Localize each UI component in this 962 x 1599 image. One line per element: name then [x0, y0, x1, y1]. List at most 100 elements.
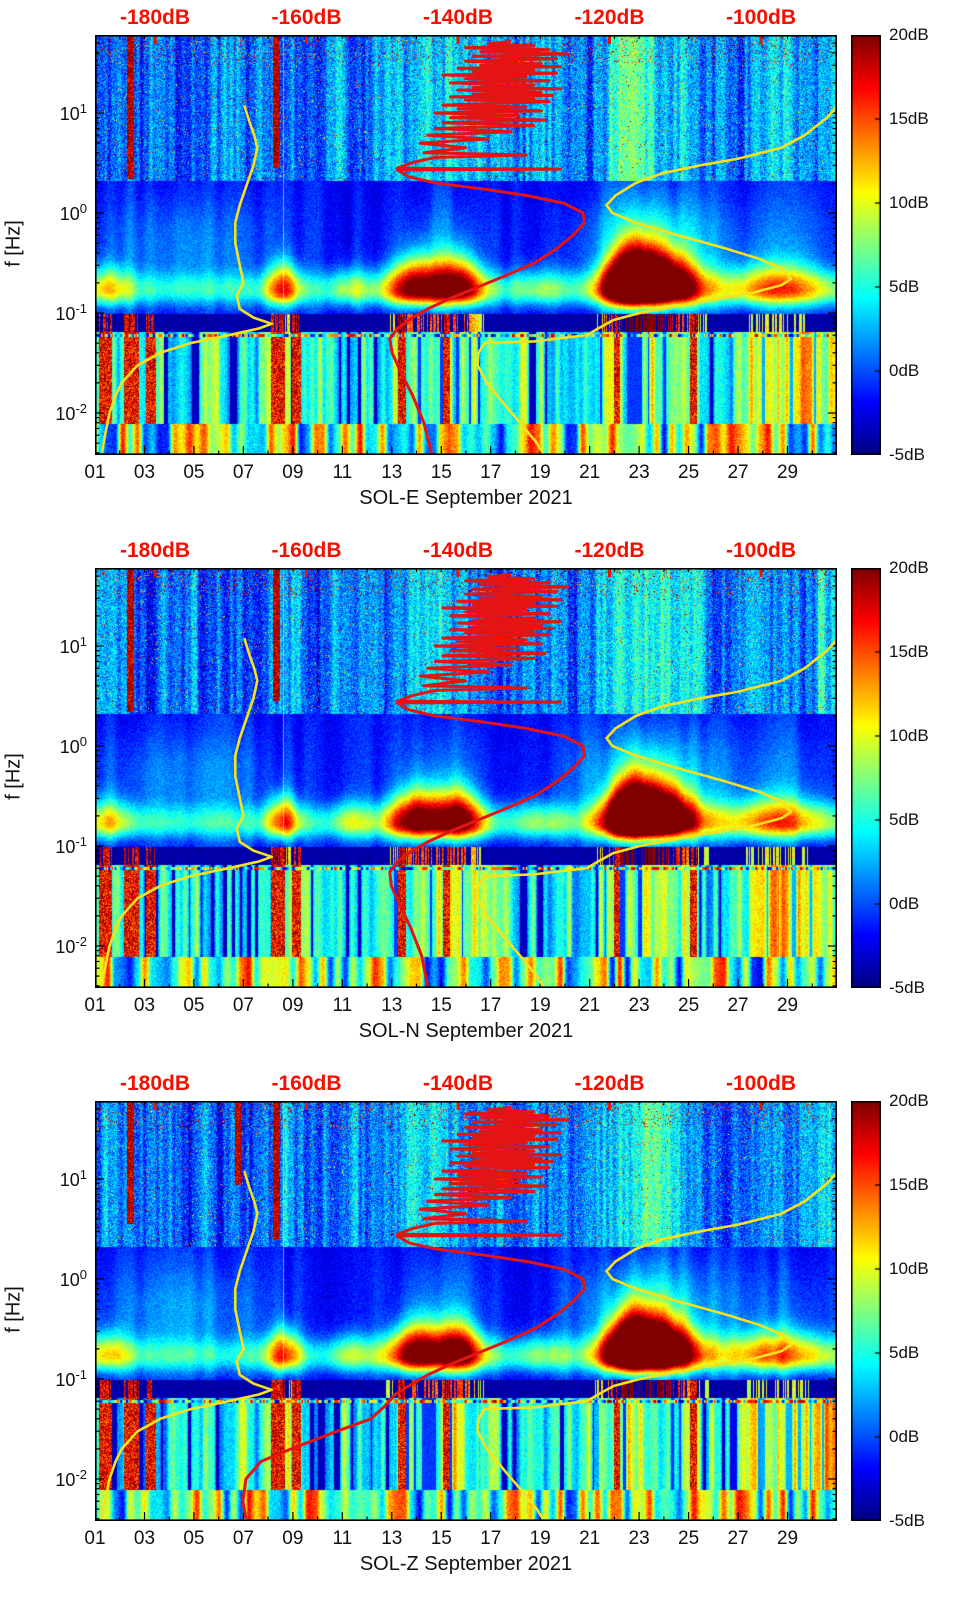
- y-tick-label: 10-1: [55, 301, 87, 324]
- colorbar-tick-label: 20dB: [889, 1091, 929, 1110]
- x-tick-label: 23: [628, 1528, 650, 1549]
- top-db-label: -100dB: [725, 6, 797, 29]
- colorbar-tick-label: 20dB: [889, 558, 929, 577]
- colorbar-tick-label: 5dB: [889, 810, 920, 829]
- top-db-label: -100dB: [725, 1072, 797, 1095]
- x-tick-label: 29: [776, 995, 799, 1016]
- x-tick-label: 19: [529, 462, 551, 483]
- x-tick-label: 27: [727, 1528, 749, 1549]
- plot-overlay: [95, 35, 837, 455]
- x-tick-label: 19: [529, 1528, 551, 1549]
- plot-overlay: [95, 568, 837, 988]
- x-tick-label: 03: [133, 995, 156, 1016]
- plot-overlay: [95, 1101, 837, 1521]
- top-db-label: -140dB: [422, 1072, 494, 1095]
- high-noise-model-curve: [476, 1170, 837, 1520]
- x-axis-title: SOL-E September 2021: [359, 487, 573, 509]
- x-tick-label: 09: [282, 462, 304, 483]
- colorbar-gradient: [851, 568, 881, 988]
- x-tick-label: 13: [381, 462, 403, 483]
- x-tick-label: 09: [282, 1528, 304, 1549]
- x-tick-label: 15: [430, 462, 452, 483]
- x-tick-label: 01: [84, 1528, 106, 1549]
- x-tick-label: 05: [183, 462, 205, 483]
- x-tick-label: 01: [84, 995, 106, 1016]
- top-db-label: -140dB: [422, 6, 494, 29]
- y-axis-title: f [Hz]: [2, 1286, 25, 1333]
- x-tick-label: 29: [776, 462, 799, 483]
- colorbar-tick-label: -5dB: [889, 978, 925, 997]
- x-tick-label: 11: [332, 1528, 353, 1549]
- plot-frame: [95, 1101, 837, 1521]
- top-db-label: -160dB: [271, 539, 342, 562]
- x-tick-label: 05: [183, 995, 205, 1016]
- top-db-label: -120dB: [574, 539, 645, 562]
- top-db-label: -160dB: [271, 6, 342, 29]
- x-tick-label: 25: [678, 462, 700, 483]
- x-tick-label: 07: [232, 1528, 254, 1549]
- low-noise-model-curve: [100, 104, 273, 454]
- top-db-label: -180dB: [119, 539, 191, 562]
- y-tick-label: 100: [59, 1267, 87, 1290]
- x-tick-label: 05: [183, 1528, 205, 1549]
- low-noise-model-curve: [100, 1170, 273, 1520]
- y-tick-label: 10-2: [55, 934, 87, 957]
- x-tick-label: 23: [628, 995, 650, 1016]
- x-tick-label: 11: [332, 462, 353, 483]
- colorbar-gradient: [851, 35, 881, 455]
- high-noise-model-curve: [476, 637, 837, 987]
- plot-frame: [95, 35, 837, 455]
- colorbar-tick-label: 15dB: [889, 1175, 929, 1194]
- x-axis-title: SOL-Z September 2021: [359, 1553, 573, 1575]
- x-tick-label: 03: [133, 462, 156, 483]
- x-tick-label: 17: [480, 995, 502, 1016]
- colorbar-tick-label: 10dB: [889, 726, 929, 745]
- x-tick-label: 21: [579, 1528, 601, 1549]
- x-tick-label: 01: [84, 462, 106, 483]
- y-tick-label: 10-2: [55, 1467, 87, 1490]
- x-tick-label: 09: [282, 995, 304, 1016]
- y-tick-label: 100: [59, 201, 87, 224]
- x-tick-label: 13: [381, 1528, 403, 1549]
- x-axis-title: SOL-N September 2021: [358, 1020, 574, 1042]
- y-tick-label: 10-2: [55, 401, 87, 424]
- x-tick-label: 21: [579, 462, 601, 483]
- x-tick-label: 21: [579, 995, 601, 1016]
- x-tick-label: 25: [678, 995, 700, 1016]
- colorbar-tick-label: -5dB: [889, 445, 925, 464]
- mode-spectrum-curve: [388, 39, 586, 454]
- mode-spectrum-curve: [241, 1105, 586, 1520]
- colorbar-tick-label: 0dB: [889, 894, 920, 913]
- colorbar-tick-label: -5dB: [889, 1511, 925, 1530]
- x-tick-label: 23: [628, 462, 650, 483]
- x-tick-label: 17: [480, 462, 502, 483]
- low-noise-model-curve: [100, 637, 273, 987]
- y-tick-label: 101: [59, 1167, 87, 1190]
- x-tick-label: 15: [430, 995, 452, 1016]
- x-tick-label: 07: [232, 462, 254, 483]
- top-db-label: -120dB: [574, 6, 645, 29]
- x-tick-label: 25: [678, 1528, 700, 1549]
- colorbar-tick-label: 5dB: [889, 1343, 920, 1362]
- x-tick-label: 07: [232, 995, 254, 1016]
- colorbar-tick-label: 10dB: [889, 193, 929, 212]
- colorbar-gradient: [851, 1101, 881, 1521]
- colorbar-tick-label: 15dB: [889, 109, 929, 128]
- x-tick-label: 15: [430, 1528, 452, 1549]
- x-tick-label: 19: [529, 995, 551, 1016]
- colorbar-tick-label: 10dB: [889, 1259, 929, 1278]
- y-tick-label: 10-1: [55, 834, 87, 857]
- colorbar-tick-label: 0dB: [889, 361, 920, 380]
- y-tick-label: 100: [59, 734, 87, 757]
- mode-spectrum-curve: [388, 572, 586, 987]
- top-db-label: -180dB: [119, 1072, 191, 1095]
- colorbar-tick-label: 20dB: [889, 25, 929, 44]
- colorbar-tick-label: 15dB: [889, 642, 929, 661]
- top-db-label: -160dB: [271, 1072, 342, 1095]
- x-tick-label: 27: [727, 462, 749, 483]
- x-tick-label: 27: [727, 995, 749, 1016]
